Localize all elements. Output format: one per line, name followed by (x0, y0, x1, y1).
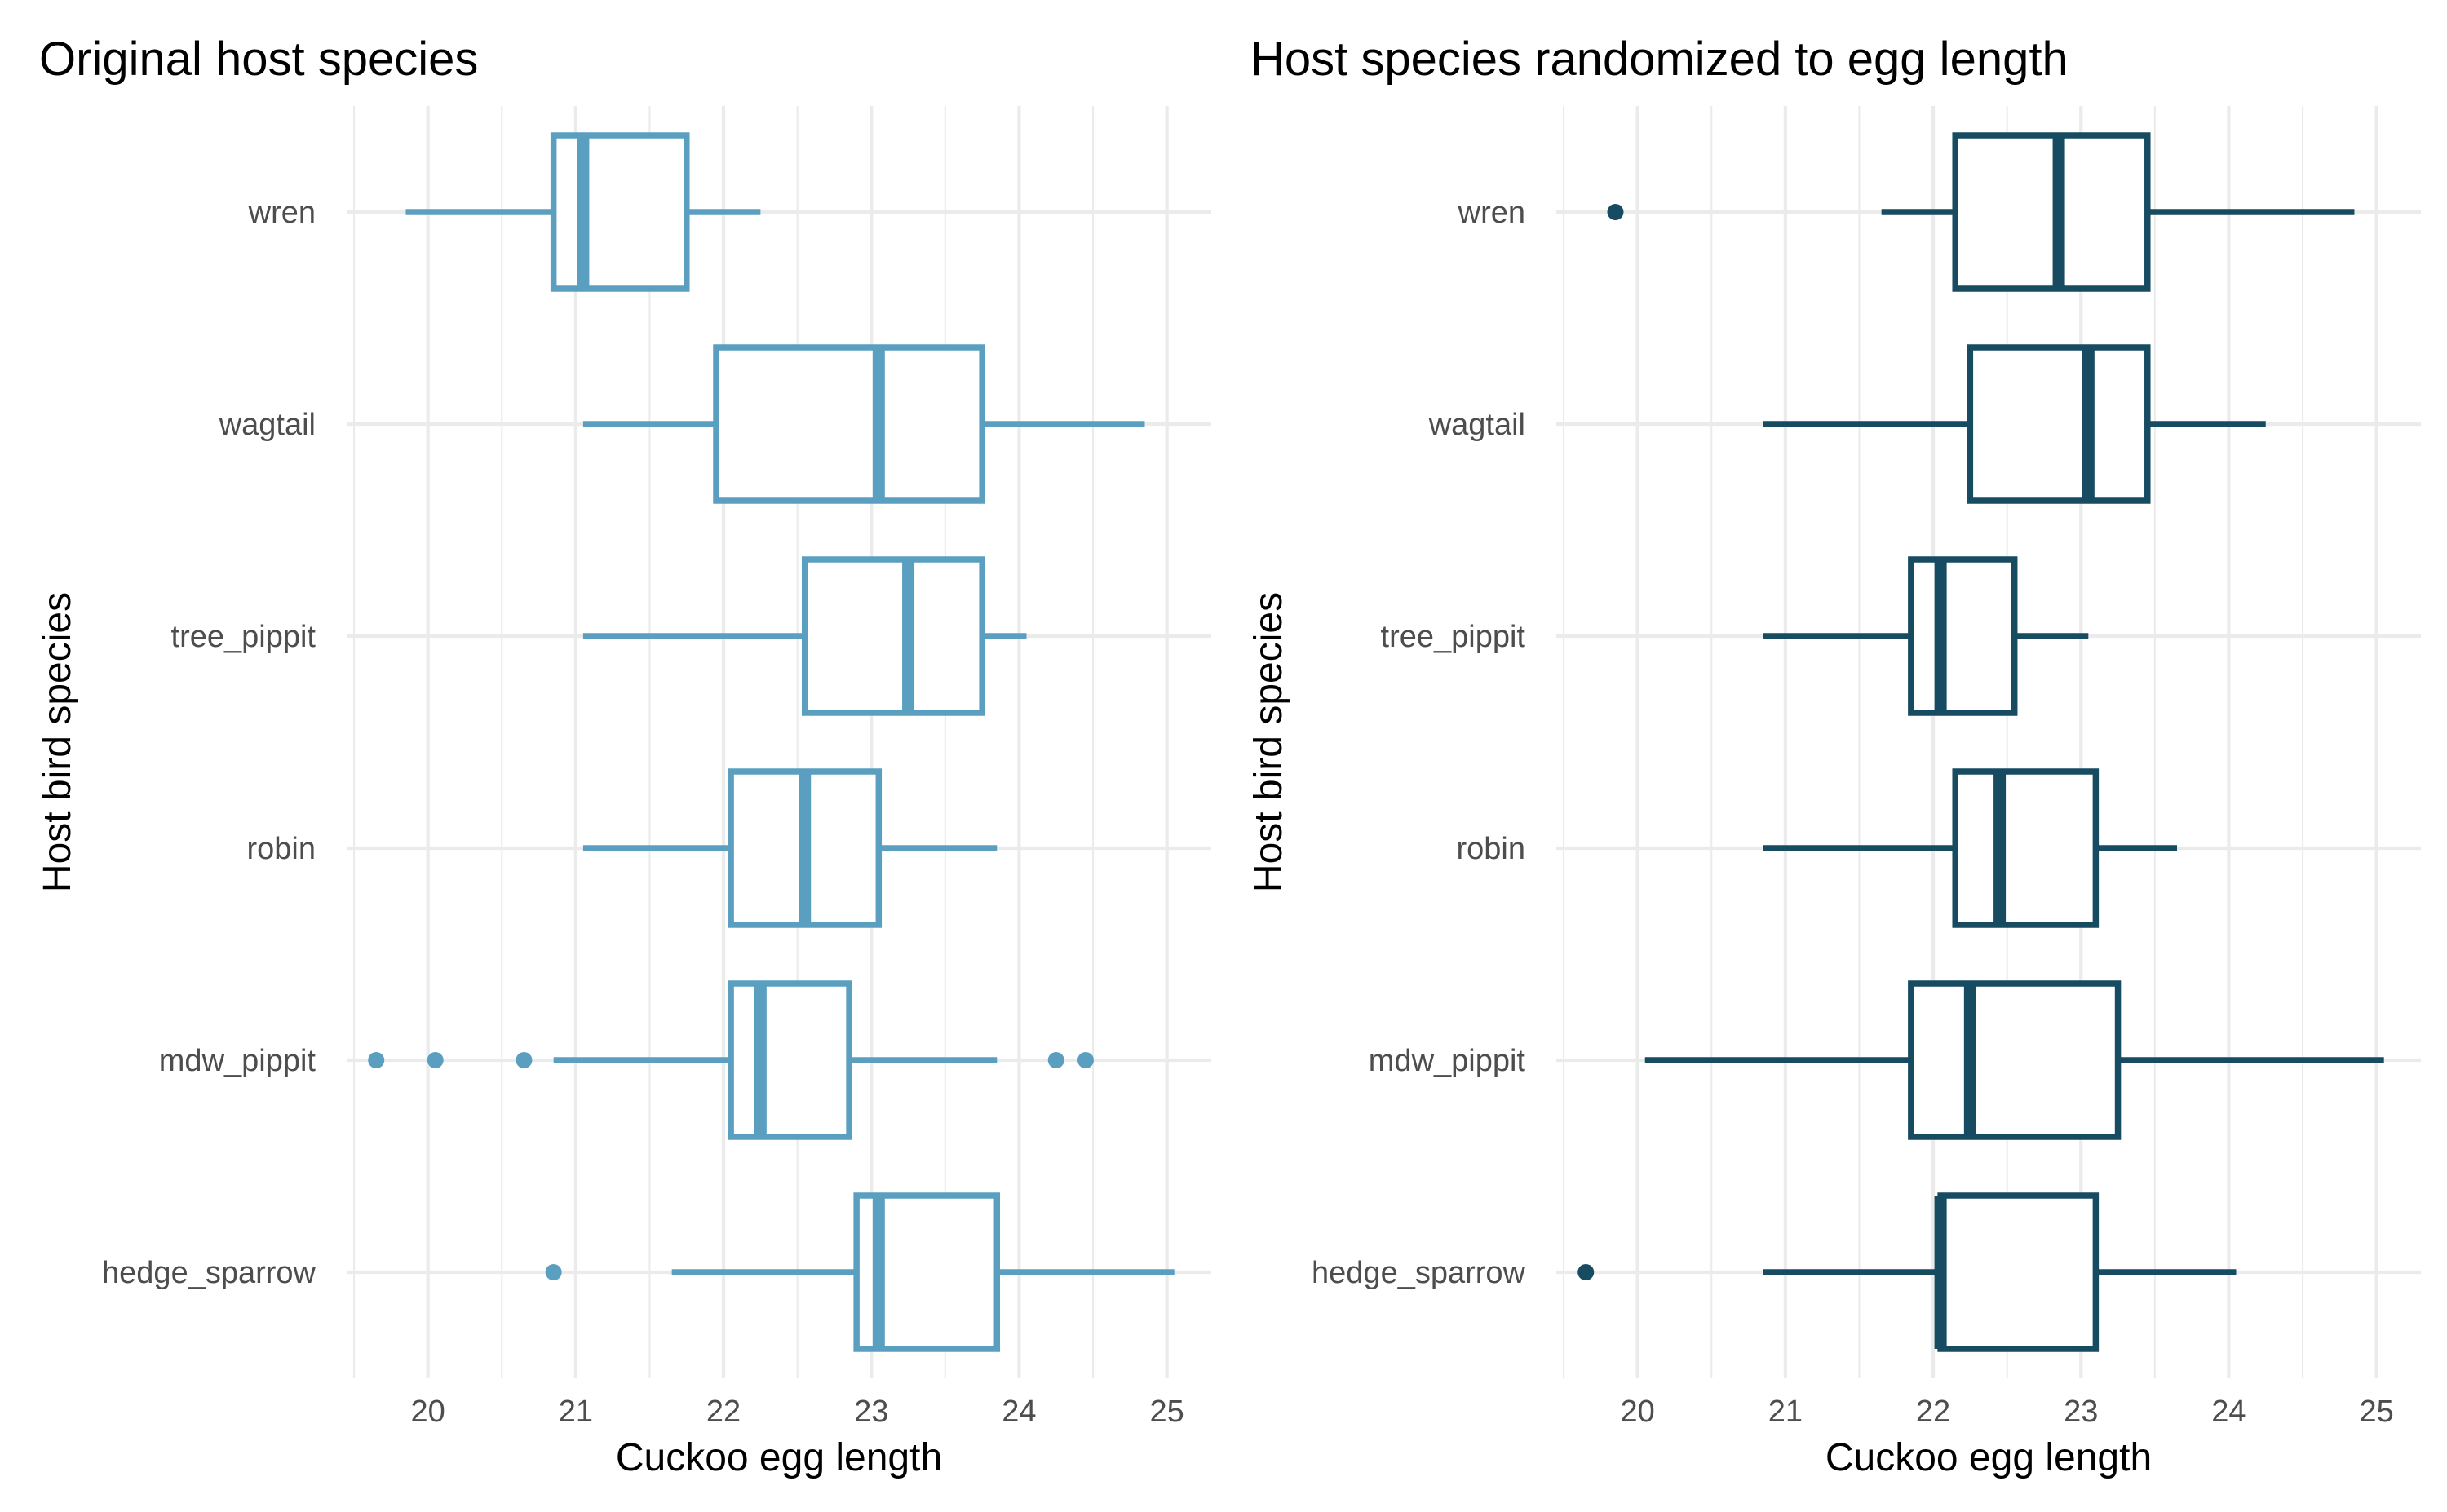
y-tick-label: hedge_sparrow (1312, 1256, 1526, 1290)
boxplot-wagtail (1763, 344, 2266, 504)
y-tick-label: wagtail (219, 408, 316, 442)
box-iqr (1908, 556, 2018, 716)
y-tick-label: mdw_pippit (159, 1044, 316, 1078)
panel-title: Host species randomized to egg length (1250, 33, 2069, 86)
outlier-point (1047, 1052, 1064, 1068)
y-tick-label: hedge_sparrow (102, 1256, 316, 1290)
x-tick-label: 20 (1621, 1395, 1655, 1429)
panel-title: Original host species (39, 33, 478, 86)
chart-panel-2: hedge_sparrow mdw_pippit robin tree_pippit w… (1247, 33, 2421, 1479)
box-iqr (728, 980, 852, 1140)
boxplot-hedge_sparrow (545, 1192, 1175, 1352)
x-tick-label: 25 (2360, 1395, 2394, 1429)
outlier-point (1077, 1052, 1094, 1068)
box-iqr (1952, 132, 2151, 292)
outlier-point (368, 1052, 385, 1068)
boxplot-mdw_pippit (368, 980, 1094, 1140)
y-axis-title: Host bird species (36, 592, 79, 892)
y-tick-label: tree_pippit (1381, 620, 1526, 654)
x-tick-label: 22 (706, 1395, 741, 1429)
y-tick-label: wren (248, 196, 316, 230)
x-tick-label: 21 (559, 1395, 593, 1429)
x-tick-label: 22 (1916, 1395, 1950, 1429)
outlier-point (1607, 204, 1624, 220)
x-tick-label: 24 (1002, 1395, 1036, 1429)
box-iqr (550, 132, 690, 292)
box-iqr (1967, 344, 2151, 504)
box-iqr (1952, 768, 2100, 928)
boxplot-mdw_pippit (1644, 980, 2384, 1140)
boxplot-wren (405, 132, 761, 292)
boxplot-tree_pippit (1763, 556, 2089, 716)
x-tick-label: 24 (2211, 1395, 2246, 1429)
outlier-point (1577, 1264, 1595, 1280)
outlier-point (545, 1264, 562, 1280)
box-iqr (713, 344, 985, 504)
y-tick-label: wagtail (1428, 408, 1525, 442)
chart-panel-1: hedge_sparrow mdw_pippit robin tree_pippit w… (36, 33, 1211, 1479)
y-tick-label: mdw_pippit (1369, 1044, 1526, 1078)
boxplot-wagtail (582, 344, 1145, 504)
boxplot-hedge_sparrow (1577, 1192, 2237, 1352)
boxplot-robin (582, 768, 998, 928)
x-axis-title: Cuckoo egg length (1825, 1436, 2152, 1479)
y-tick-label: wren (1458, 196, 1525, 230)
x-tick-label: 23 (854, 1395, 888, 1429)
x-tick-label: 21 (1768, 1395, 1803, 1429)
x-tick-label: 25 (1150, 1395, 1184, 1429)
x-tick-label: 23 (2064, 1395, 2098, 1429)
x-tick-label: 20 (411, 1395, 445, 1429)
boxplot-wren (1607, 132, 2355, 292)
box-iqr (1937, 1192, 2100, 1352)
y-tick-label: tree_pippit (171, 620, 316, 654)
outlier-point (516, 1052, 533, 1068)
box-iqr (1908, 980, 2122, 1140)
box-iqr (801, 556, 985, 716)
y-tick-label: robin (1457, 832, 1526, 866)
y-axis-title: Host bird species (1247, 592, 1290, 892)
outlier-point (427, 1052, 444, 1068)
x-axis-title: Cuckoo egg length (616, 1436, 942, 1479)
boxplot-tree_pippit (582, 556, 1027, 716)
boxplot-robin (1763, 768, 2178, 928)
y-tick-label: robin (247, 832, 316, 866)
